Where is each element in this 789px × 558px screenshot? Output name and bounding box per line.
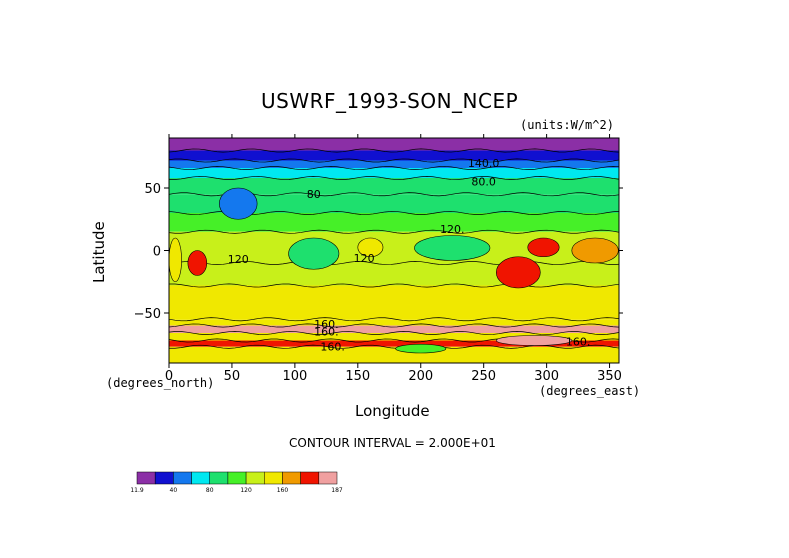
contour-label: 120 <box>354 252 375 265</box>
contour-label: 80 <box>307 188 321 201</box>
zonal-bands <box>169 138 619 363</box>
zonal-band <box>169 346 619 363</box>
contour-line <box>169 158 619 163</box>
contour-line <box>169 229 619 234</box>
contour-line <box>169 261 619 265</box>
contour-interval-text: CONTOUR INTERVAL = 2.000E+01 <box>289 436 496 450</box>
regional-feature <box>219 187 258 220</box>
colorbar-swatch <box>300 471 320 485</box>
contour-line <box>169 176 619 180</box>
contour-line <box>169 166 619 170</box>
regional-feature <box>527 237 560 258</box>
zonal-band <box>169 340 619 347</box>
x-unit-label: (degrees_east) <box>539 384 641 398</box>
zonal-band <box>169 138 619 151</box>
contour-label: 160. <box>320 341 345 354</box>
x-tick-label: 100 <box>282 369 307 384</box>
contour-line <box>169 283 619 288</box>
colorbar-swatch <box>264 471 283 485</box>
zonal-band <box>169 178 619 195</box>
colorbar-swatch <box>282 471 301 485</box>
regional-feature <box>357 237 384 258</box>
contour-line <box>169 331 619 335</box>
zonal-band <box>169 194 619 213</box>
colorbar-tick-label: 160 <box>277 487 289 494</box>
y-unit-label: (degrees_north) <box>106 376 215 390</box>
x-tick-label: 50 <box>224 369 241 384</box>
x-tick-label: 300 <box>534 369 559 384</box>
zonal-band <box>169 150 619 161</box>
zonal-band <box>169 213 619 232</box>
colorbar-swatch <box>227 471 247 485</box>
chart-title: USWRF_1993-SON_NCEP <box>261 89 519 113</box>
colorbar-tick-label: 11.9 <box>130 487 144 494</box>
regional-feature <box>571 237 619 264</box>
regional-features <box>169 187 619 354</box>
colorbar-tick-label: 40 <box>170 487 178 494</box>
colorbar-swatch <box>136 471 156 485</box>
zonal-band <box>169 333 619 341</box>
colorbar-tick-label: 187 <box>331 487 343 494</box>
contour-label: 160. <box>566 336 591 349</box>
regional-feature <box>169 237 182 283</box>
regional-feature <box>495 335 573 346</box>
zonal-band <box>169 319 619 326</box>
contour-line <box>169 317 619 322</box>
regional-feature <box>187 250 208 276</box>
x-tick-label: 0 <box>165 369 173 384</box>
contour-label: 140.0 <box>468 157 500 170</box>
colorbar-tick-label: 80 <box>206 487 214 494</box>
y-tick-label: −50 <box>134 307 161 322</box>
regional-feature <box>495 256 541 289</box>
contour-label: 160. <box>314 318 339 331</box>
colorbar-tick-label: 120 <box>240 487 252 494</box>
regional-feature <box>288 237 340 270</box>
x-tick-label: 150 <box>345 369 370 384</box>
units-note: (units:W/m^2) <box>520 118 614 132</box>
contour-label: 80.0 <box>471 176 496 189</box>
colorbar-swatch <box>154 471 174 485</box>
zonal-band <box>169 168 619 178</box>
y-tick-label: 50 <box>144 182 161 197</box>
colorbar: 11.9 40 80 120 160 187 <box>130 471 343 494</box>
y-ticks: 50 0 −50 <box>134 182 623 322</box>
x-tick-label: 350 <box>597 369 622 384</box>
contour-line <box>169 323 619 328</box>
zonal-band <box>169 263 619 286</box>
contour-label: 120 <box>228 253 249 266</box>
contour-label: 160. <box>314 326 339 339</box>
colorbar-swatch <box>173 471 192 485</box>
x-tick-label: 250 <box>471 369 496 384</box>
colorbar-swatch <box>245 471 265 485</box>
regional-feature <box>395 343 447 354</box>
contour-label: 120. <box>440 223 465 236</box>
x-tick-label: 200 <box>408 369 433 384</box>
regional-feature <box>414 235 491 261</box>
colorbar-swatch <box>318 471 338 485</box>
x-ticks: 0 50 100 150 200 250 300 350 <box>165 134 622 384</box>
colorbar-swatch <box>191 471 210 485</box>
x-axis-label: Longitude <box>355 402 430 420</box>
zonal-band <box>169 325 619 333</box>
y-tick-label: 0 <box>153 245 161 260</box>
zonal-band <box>169 285 619 320</box>
contour-line <box>169 148 619 153</box>
colorbar-swatch <box>209 471 229 485</box>
zonal-band <box>169 160 619 168</box>
